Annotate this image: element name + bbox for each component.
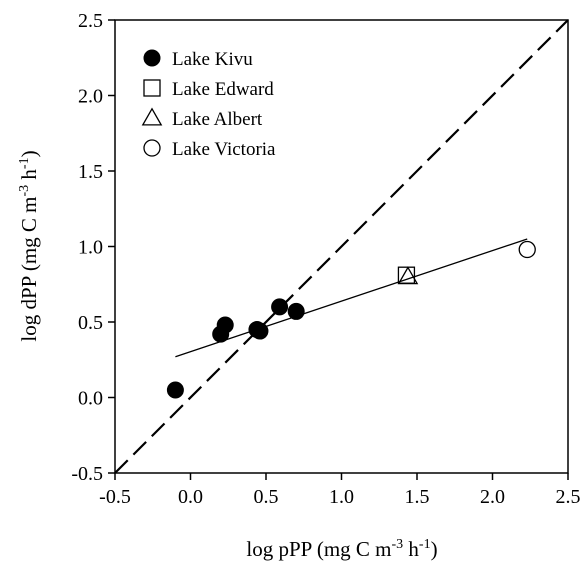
data-points — [166, 240, 536, 399]
x-tick-label: 2.5 — [556, 486, 581, 508]
x-tick-label: 1.5 — [405, 486, 430, 508]
x-tick-label: 0.0 — [178, 486, 203, 508]
y-tick-label: 1.5 — [78, 161, 103, 183]
x-tick-label: 0.5 — [254, 486, 279, 508]
legend-marker — [143, 79, 161, 97]
x-tick-label: -0.5 — [99, 486, 131, 508]
legend-label: Lake Kivu — [172, 49, 253, 70]
reference-lines — [114, 19, 569, 474]
y-tick-label: -0.5 — [71, 463, 103, 485]
legend-label: Lake Victoria — [172, 139, 276, 160]
regression-line — [175, 238, 528, 358]
x-tick-label: 1.0 — [329, 486, 354, 508]
one-to-one-line — [114, 19, 569, 474]
y-tick-label: 2.0 — [78, 86, 103, 108]
y-tick-label: 2.5 — [78, 10, 103, 32]
data-point — [287, 302, 305, 320]
y-axis-title: log dPP (mg C m-3 h-1) — [17, 150, 41, 341]
y-tick-label: 1.0 — [78, 237, 103, 259]
legend: Lake Kivu Lake Edward Lake Albert Lake Vict… — [141, 49, 276, 160]
legend-marker — [143, 139, 161, 157]
data-point — [518, 240, 536, 259]
data-point — [251, 322, 269, 340]
data-point — [271, 298, 289, 316]
legend-label: Lake Edward — [172, 79, 274, 100]
data-point — [216, 316, 234, 334]
y-tick-label: 0.0 — [78, 388, 103, 410]
legend-label: Lake Albert — [172, 109, 263, 130]
data-point — [166, 381, 184, 399]
y-tick-label: 0.5 — [78, 312, 103, 334]
data-point — [397, 266, 419, 285]
legend-marker — [143, 49, 161, 67]
legend-marker — [141, 107, 163, 126]
x-axis-title: log pPP (mg C m-3 h-1) — [246, 537, 437, 561]
x-axis-ticks: -0.5 0.0 0.5 1.0 1.5 2.0 2.5 — [99, 473, 581, 508]
y-axis-ticks: -0.5 0.0 0.5 1.0 1.5 2.0 2.5 — [71, 10, 115, 485]
x-tick-label: 2.0 — [480, 486, 505, 508]
